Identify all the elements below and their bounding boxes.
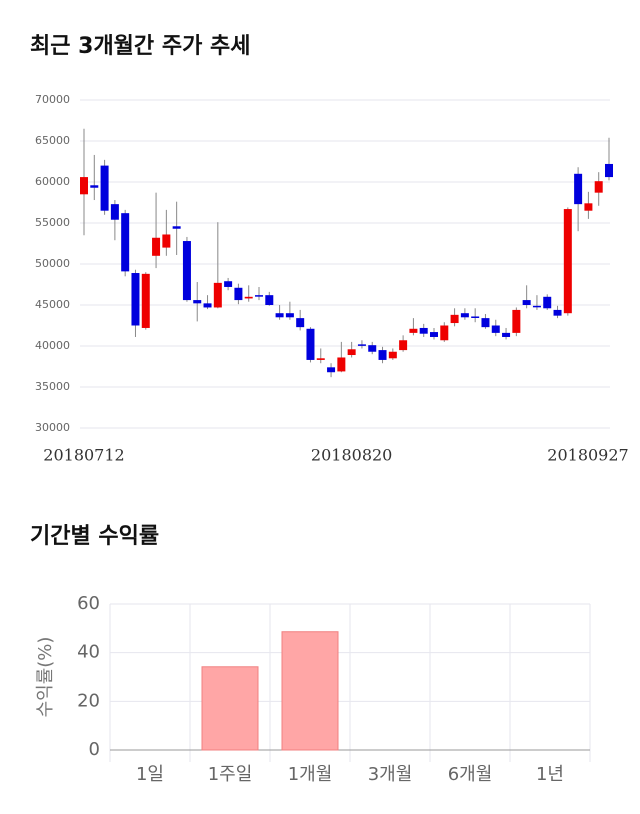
y-tick-label: 50000 bbox=[35, 257, 70, 270]
x-tick-label: 1주일 bbox=[208, 764, 253, 785]
y-tick-label: 30000 bbox=[35, 421, 70, 434]
candle-body bbox=[316, 358, 325, 360]
candle-body bbox=[213, 282, 222, 308]
y-tick-label: 60000 bbox=[35, 175, 70, 188]
candle-body bbox=[327, 367, 336, 373]
candle-body bbox=[502, 332, 511, 337]
candle-body bbox=[440, 325, 449, 341]
candle-body bbox=[172, 226, 181, 229]
candle-body bbox=[337, 357, 346, 372]
candle-body bbox=[430, 332, 438, 337]
x-tick-label: 6개월 bbox=[448, 764, 493, 785]
candle-body bbox=[80, 177, 88, 195]
candle-body bbox=[357, 344, 366, 346]
candle-body bbox=[574, 173, 583, 205]
candle-body bbox=[563, 209, 572, 314]
x-tick-label: 20180712 bbox=[43, 446, 124, 465]
x-tick-label: 3개월 bbox=[368, 764, 413, 785]
candle-body bbox=[275, 313, 284, 318]
y-tick-label: 0 bbox=[89, 739, 100, 760]
candle-body bbox=[532, 305, 541, 308]
candle-body bbox=[512, 309, 521, 333]
candle-body bbox=[234, 287, 243, 301]
candle-body bbox=[481, 318, 490, 328]
candle-body bbox=[491, 325, 500, 333]
y-tick-label: 70000 bbox=[35, 93, 70, 106]
candle-body bbox=[285, 313, 294, 318]
candle-body bbox=[471, 316, 480, 318]
candle-body bbox=[203, 303, 212, 308]
candle-body bbox=[368, 345, 377, 352]
y-tick-label: 40 bbox=[77, 642, 100, 663]
candle-body bbox=[152, 237, 161, 256]
candle-body bbox=[182, 241, 191, 301]
candle-body bbox=[347, 349, 356, 356]
candle-body bbox=[594, 181, 603, 193]
chart-title: 최근 3개월간 주가 추세 bbox=[30, 34, 250, 59]
candle-body bbox=[224, 281, 233, 287]
x-tick-label: 1일 bbox=[136, 764, 164, 785]
candle-body bbox=[419, 327, 428, 334]
candle-body bbox=[100, 165, 109, 211]
candle-body bbox=[399, 340, 408, 351]
candle-body bbox=[296, 318, 305, 328]
x-tick-label: 20180927 bbox=[547, 446, 628, 465]
candle-body bbox=[121, 213, 130, 272]
candle-body bbox=[584, 203, 593, 211]
candle-body bbox=[244, 296, 253, 299]
x-tick-label: 1년 bbox=[536, 764, 564, 785]
y-tick-label: 45000 bbox=[35, 298, 70, 311]
bar bbox=[281, 631, 339, 751]
y-tick-label: 35000 bbox=[35, 380, 70, 393]
candle-body bbox=[460, 313, 469, 318]
candle-body bbox=[543, 296, 552, 309]
candle-body bbox=[388, 351, 397, 359]
candle-body bbox=[141, 273, 150, 328]
candle-body bbox=[409, 328, 418, 333]
candle-body bbox=[162, 234, 171, 248]
y-tick-label: 20 bbox=[77, 690, 100, 711]
y-tick-label: 65000 bbox=[35, 134, 70, 147]
candle-body bbox=[265, 295, 274, 305]
candle-body bbox=[90, 185, 99, 188]
y-axis-title: 수익률(%) bbox=[35, 637, 56, 718]
candle-body bbox=[110, 204, 119, 220]
candle-body bbox=[255, 295, 263, 297]
bar bbox=[201, 666, 259, 751]
candle-body bbox=[306, 328, 315, 360]
candle-body bbox=[131, 273, 140, 326]
candle-body bbox=[605, 163, 613, 178]
chart-title: 기간별 수익률 bbox=[30, 524, 159, 549]
y-tick-label: 55000 bbox=[35, 216, 70, 229]
x-tick-label: 1개월 bbox=[288, 764, 333, 785]
candle-body bbox=[193, 300, 202, 304]
x-tick-label: 20180820 bbox=[311, 446, 392, 465]
candle-body bbox=[553, 309, 562, 316]
candle-body bbox=[450, 314, 459, 324]
candle-body bbox=[522, 300, 531, 305]
y-tick-label: 60 bbox=[77, 593, 100, 614]
candle-body bbox=[378, 350, 387, 360]
y-tick-label: 40000 bbox=[35, 339, 70, 352]
